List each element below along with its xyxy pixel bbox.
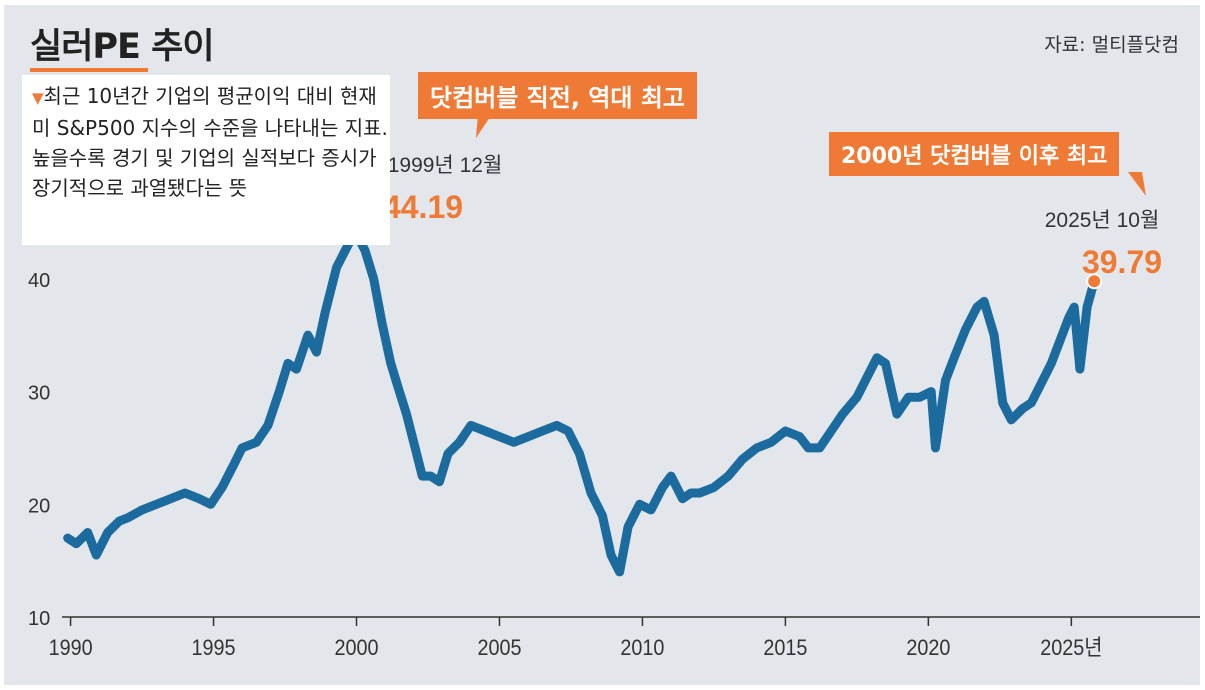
x-tick-label: 2020 <box>906 636 950 660</box>
triangle-icon: ▼ <box>32 89 44 107</box>
page-title: 실러PE 추이 <box>30 27 215 67</box>
note-text: 최근 10년간 기업의 평균이익 대비 현재 미 S&P500 지수의 수준을 … <box>32 84 388 200</box>
callout-pointer <box>476 114 492 138</box>
x-tick-label: 2025년 <box>1040 636 1102 660</box>
latest-date-label: 2025년 10월 <box>1045 209 1160 232</box>
peak-date-label: 1999년 12월 <box>388 154 503 177</box>
y-tick-label: 10 <box>28 608 50 630</box>
y-tick-label: 30 <box>28 383 50 405</box>
peak-value-label: 44.19 <box>383 189 463 225</box>
latest-marker <box>1086 273 1103 290</box>
callout-latest: 2000년 닷컴버블 이후 최고 <box>829 132 1120 176</box>
callout-peak: 닷컴버블 직전, 역대 최고 <box>418 72 697 119</box>
callout-pointer <box>1128 172 1146 196</box>
x-tick-label: 2000 <box>335 636 379 660</box>
x-tick-label: 2015 <box>763 636 807 660</box>
x-tick-label: 2010 <box>620 636 664 660</box>
latest-value-label: 39.79 <box>1082 244 1162 280</box>
y-tick-label: 20 <box>28 495 50 517</box>
x-tick-label: 1990 <box>49 636 93 660</box>
title-underline <box>30 68 148 72</box>
series-line <box>63 227 1099 577</box>
source-label: 자료: 멀티플닷컴 <box>1044 34 1179 56</box>
description-note: ▼최근 10년간 기업의 평균이익 대비 현재 미 S&P500 지수의 수준을… <box>22 75 390 245</box>
x-tick-label: 2005 <box>477 636 521 660</box>
y-tick-label: 40 <box>28 270 50 292</box>
x-tick-label: 1995 <box>192 636 236 660</box>
